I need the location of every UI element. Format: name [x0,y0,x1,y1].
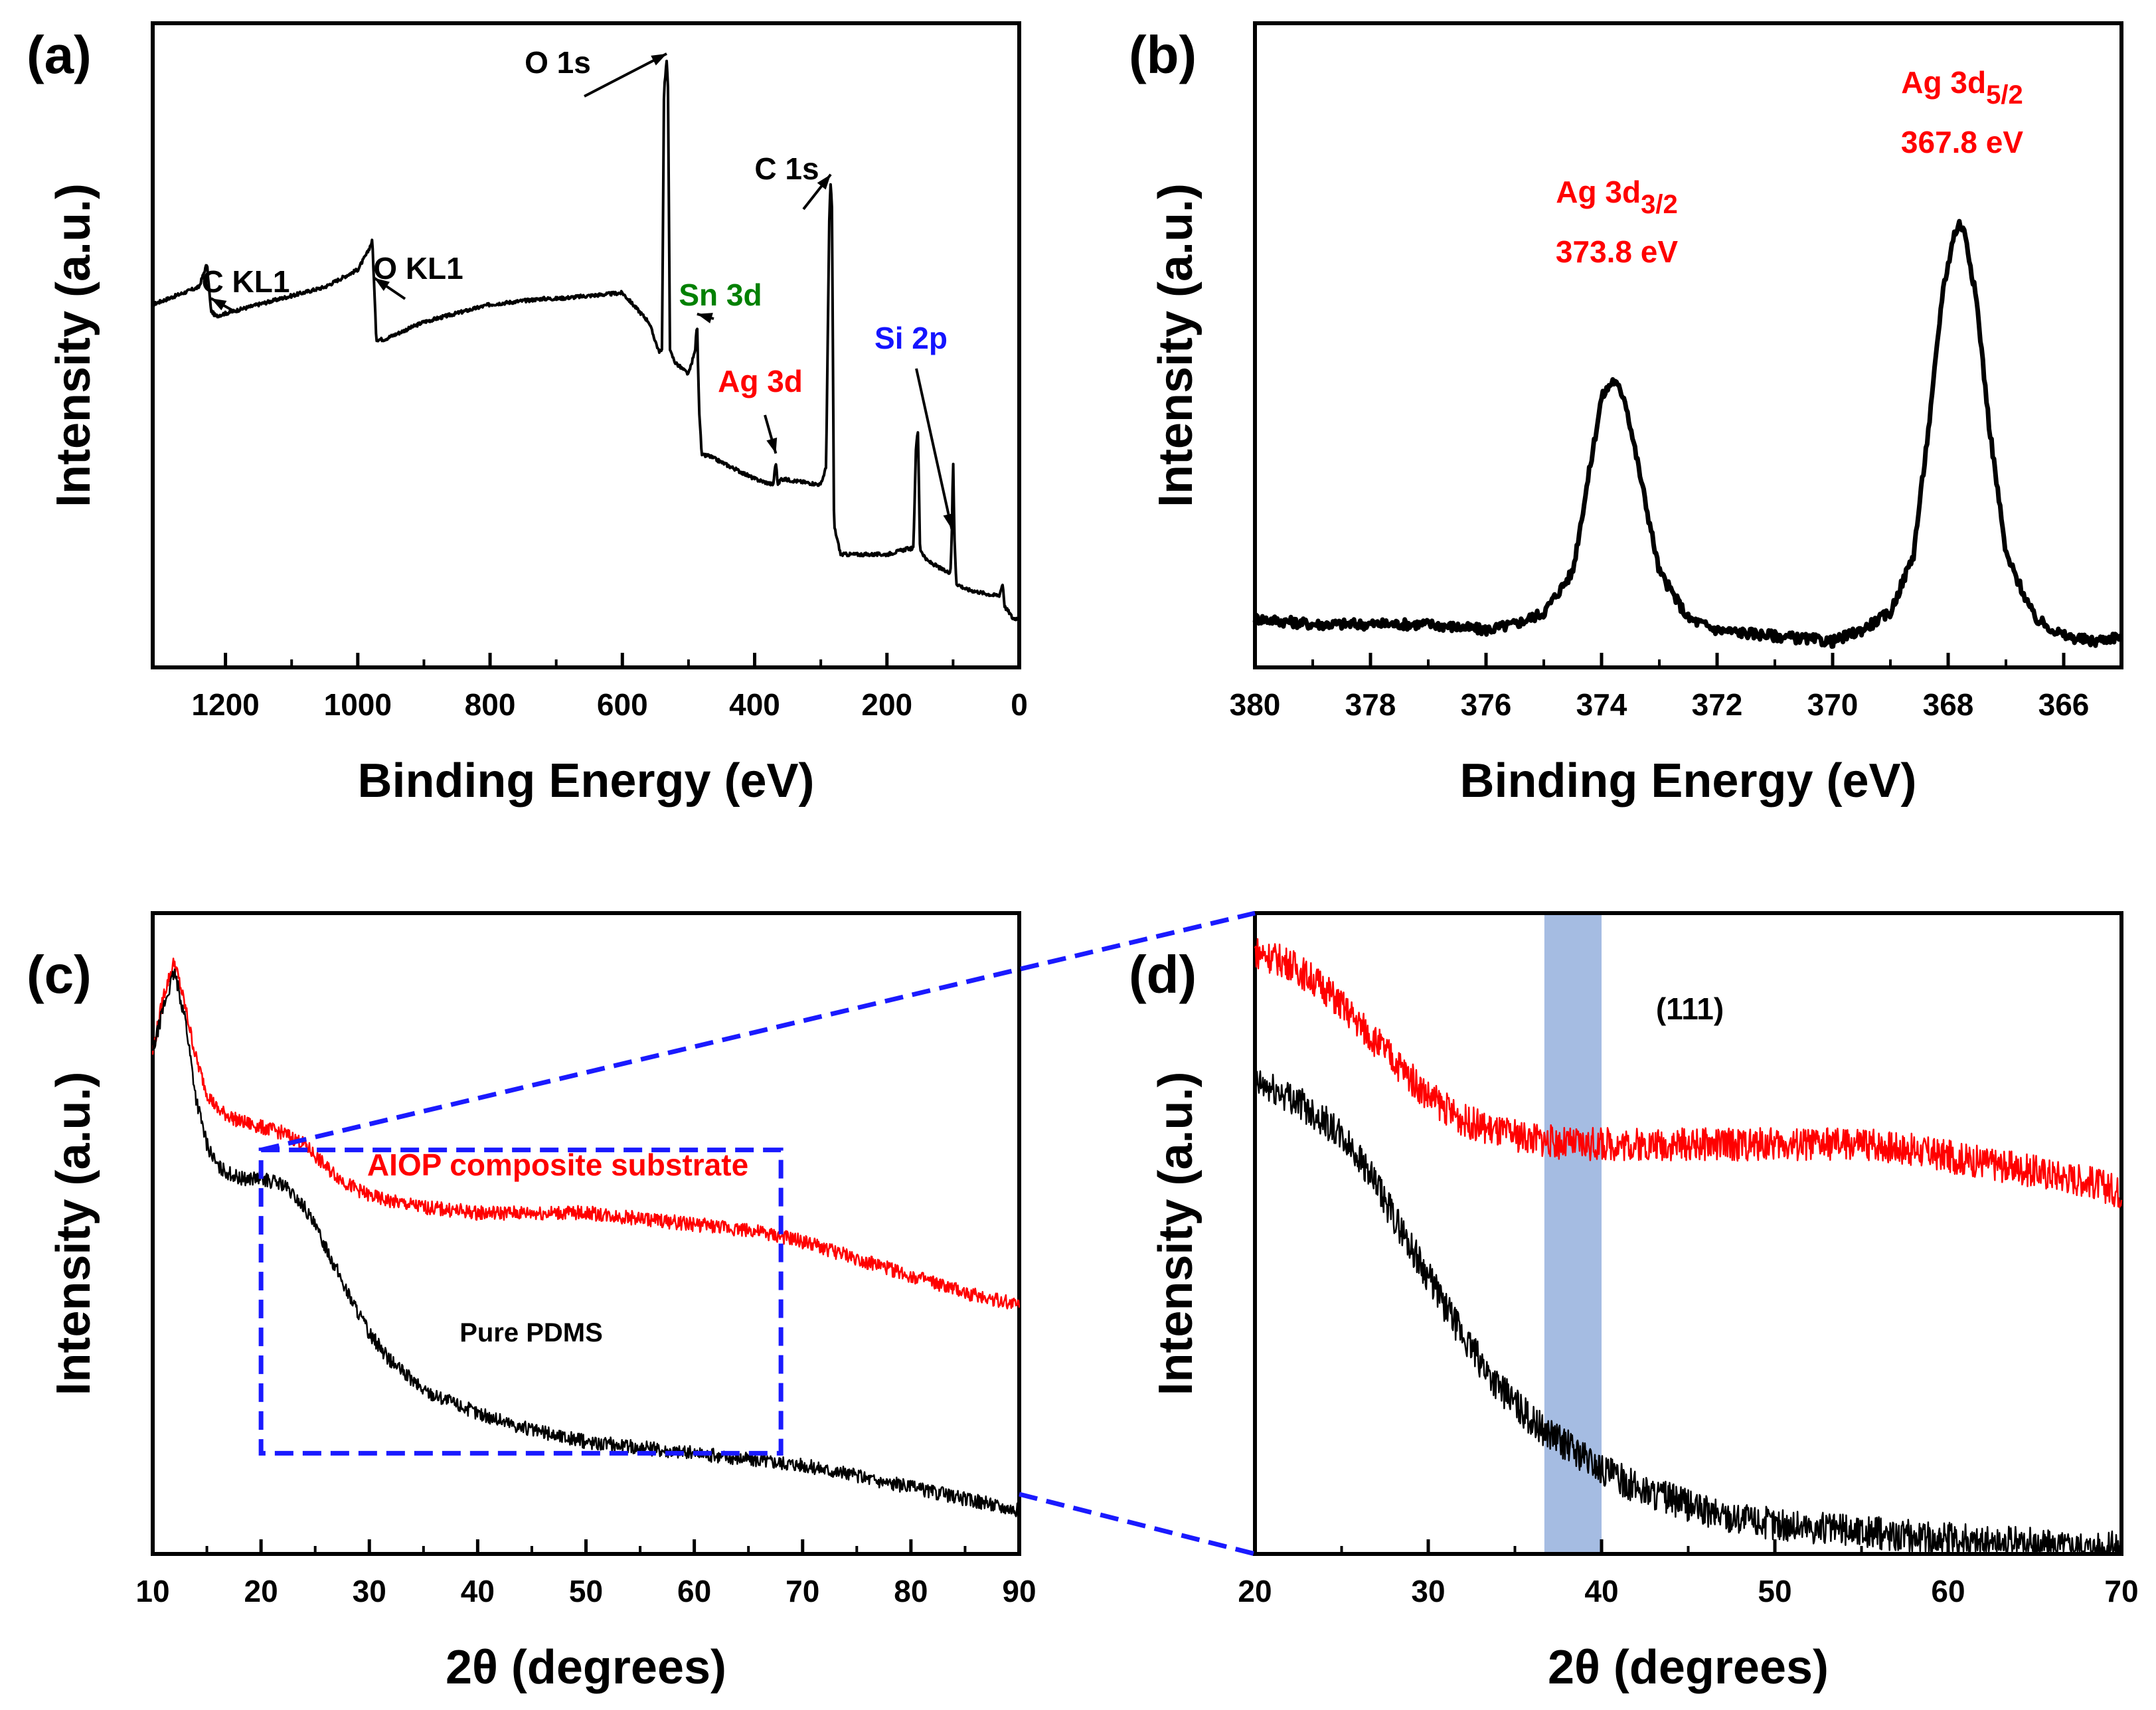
x-tick-label-1-5: 370 [1807,687,1859,722]
zoom-connector-bottom [1019,1492,1256,1557]
x-tick-label-2-3: 40 [461,1574,495,1608]
annotation-arrowhead-3 [817,174,831,190]
x-tick-label-0-6: 0 [1011,687,1028,722]
plot-frame-2 [151,911,1021,1556]
x-tick-label-3-0: 20 [1238,1574,1272,1608]
panel-a: (a) 1200 1000 800 600 400 200 0 Binding Energy … [27,21,1028,808]
plot-frame-1 [1253,21,2123,669]
series-line-2-0 [151,957,1021,1310]
x-tick-label-1-6: 368 [1923,687,1974,722]
annotation-energy-0: 373.8 eV [1556,234,1678,269]
plot-frame-0 [151,21,1021,669]
panel-c: (c) 10 20 30 40 50 60 70 80 90 2θ (degrees) Intens… [27,911,1037,1694]
x-tick-label-3-4: 60 [1931,1574,1965,1608]
panel-label-d: (d) [1129,945,1197,1004]
panel-label-a: (a) [27,25,92,84]
x-tick-label-3-1: 30 [1411,1574,1445,1608]
peak-band-111 [1544,913,1602,1554]
x-tick-label-3-5: 70 [2104,1574,2138,1608]
annotation-arrowhead-6 [943,513,954,529]
y-axis-title-2: Intensity (a.u.) [47,1071,100,1395]
zoom-connector-top [260,910,1256,1153]
annotation-sub-1: 5/2 [1986,80,2023,110]
annotation-main-0: Ag 3d [1556,175,1641,209]
y-axis-title-1: Intensity (a.u.) [1149,183,1202,507]
annotation-main-1: Ag 3d [1901,65,1986,100]
x-axis-title-3: 2θ (degrees) [1548,1641,1829,1694]
annotation-label-5: Ag 3d [718,364,803,398]
x-tick-label-1-1: 378 [1345,687,1396,722]
annotation-arrow-line-2 [584,52,667,98]
annotation-arrowhead-4 [697,313,713,323]
x-tick-label-2-8: 90 [1002,1574,1036,1608]
x-axis-title-2: 2θ (degrees) [446,1641,726,1694]
annotation-label-6: Si 2p [874,321,948,355]
y-axis-title-3: Intensity (a.u.) [1149,1071,1202,1395]
x-tick-label-0-3: 600 [597,687,648,722]
series-line-1-0 [1252,218,2123,649]
x-axis-title-0: Binding Energy (eV) [357,754,814,808]
x-tick-label-2-5: 60 [677,1574,711,1608]
x-tick-label-0-4: 400 [729,687,780,722]
panel-label-c: (c) [27,945,92,1004]
x-tick-label-2-0: 10 [135,1574,169,1608]
series-line-3-1 [1254,1070,2123,1553]
x-tick-label-3-3: 50 [1758,1574,1791,1608]
y-axis-title-0: Intensity (a.u.) [47,183,100,507]
annotation-label-2: O 1s [525,45,591,80]
panel-b: (b) 380 378 376 374 372 370 368 366 Binding Ener… [1129,21,2123,808]
x-tick-label-0-1: 1000 [324,687,392,722]
series-label-0: AIOP composite substrate [367,1148,748,1182]
annotation-arrowhead-0 [210,298,227,311]
x-tick-label-2-6: 70 [786,1574,819,1608]
x-tick-label-0-0: 1200 [191,687,259,722]
x-tick-label-1-2: 376 [1461,687,1512,722]
series-label-1: Pure PDMS [459,1318,603,1347]
x-tick-label-1-4: 372 [1692,687,1743,722]
annotation-label-3: C 1s [754,151,819,186]
annotation-label-1: O KL1 [373,251,463,286]
x-tick-label-2-2: 30 [353,1574,386,1608]
x-tick-label-2-4: 50 [569,1574,603,1608]
annotation-label-4: Sn 3d [679,278,762,312]
annotation-arrowhead-5 [766,437,778,454]
x-tick-label-1-3: 374 [1576,687,1627,722]
annotation-arrowhead-2 [651,53,667,66]
series-line-3-0 [1254,938,2123,1209]
x-tick-label-2-1: 20 [244,1574,278,1608]
x-tick-label-1-0: 380 [1230,687,1281,722]
zoom-box [258,1148,784,1456]
annotation-arrow-line-6 [915,368,954,530]
x-tick-label-3-2: 40 [1584,1574,1618,1608]
series-line-0-0 [151,59,1021,622]
annotation-label-0: C KL1 [202,264,290,299]
panel-d: (d) 20 30 40 50 60 70 2θ (degrees) Intensity (a… [1129,911,2139,1694]
x-axis-title-1: Binding Energy (eV) [1459,754,1916,808]
x-tick-label-0-2: 800 [465,687,516,722]
annotation-label-0: Ag 3d3/2 [1556,175,1677,219]
annotation-label-1: Ag 3d5/2 [1901,65,2023,110]
band-label-111: (111) [1656,991,1724,1026]
x-tick-label-2-7: 80 [894,1574,928,1608]
x-tick-label-0-5: 200 [861,687,912,722]
zoom-connectors [260,910,1256,1557]
series-line-2-1 [151,968,1021,1519]
annotation-sub-0: 3/2 [1641,190,1678,219]
panel-label-b: (b) [1129,25,1197,84]
annotation-energy-1: 367.8 eV [1901,125,2023,159]
x-tick-label-1-7: 366 [2038,687,2090,722]
annotation-arrowhead-1 [374,278,390,292]
